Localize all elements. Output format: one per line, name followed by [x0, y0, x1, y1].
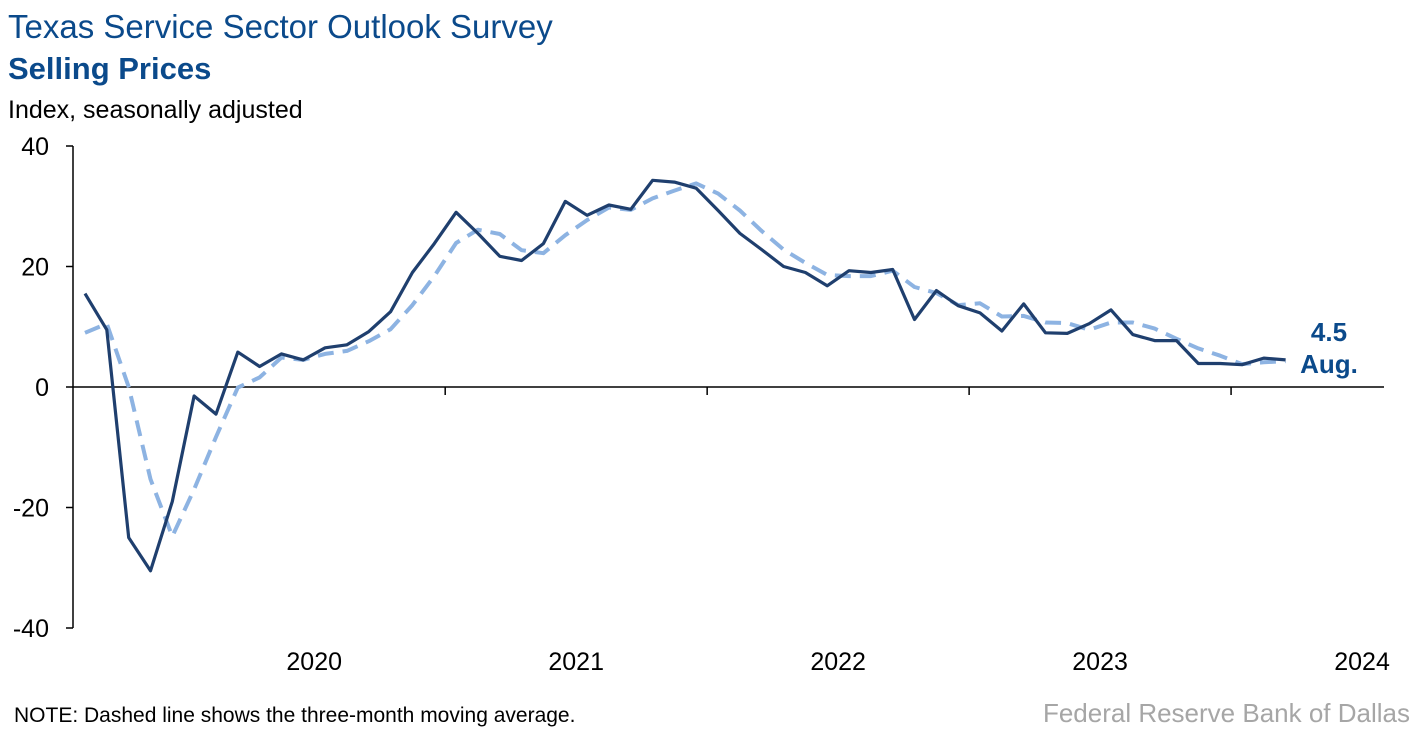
- x-tick-label: 2022: [810, 648, 866, 676]
- y-tick-label: 20: [21, 254, 49, 282]
- end-month-label: Aug.: [1300, 349, 1358, 379]
- x-tick-label: 2020: [286, 648, 342, 676]
- y-tick-label: -40: [13, 615, 49, 643]
- y-tick-label: 0: [35, 374, 49, 402]
- series-group: [83, 178, 1286, 573]
- end-value-label: 4.5: [1311, 317, 1347, 347]
- y-axis-units: Index, seasonally adjusted: [8, 96, 303, 124]
- selling-prices-line: [83, 178, 1286, 573]
- source-credit: Federal Reserve Bank of Dallas: [1042, 698, 1410, 728]
- y-tick-label: -20: [13, 495, 49, 523]
- moving-average-line: [84, 181, 1286, 539]
- x-tick-label: 2021: [548, 648, 604, 676]
- chart-title: Texas Service Sector Outlook Survey: [8, 8, 553, 45]
- chart-subtitle: Selling Prices: [8, 51, 212, 86]
- x-tick-label: 2023: [1072, 648, 1128, 676]
- axes: -40 -20 0 20 40 2020 2021 2022 2023 2024: [13, 133, 1390, 676]
- footnote: NOTE: Dashed line shows the three-month …: [14, 704, 576, 727]
- y-tick-label: 40: [21, 133, 49, 161]
- x-tick-label: 2024: [1334, 648, 1390, 676]
